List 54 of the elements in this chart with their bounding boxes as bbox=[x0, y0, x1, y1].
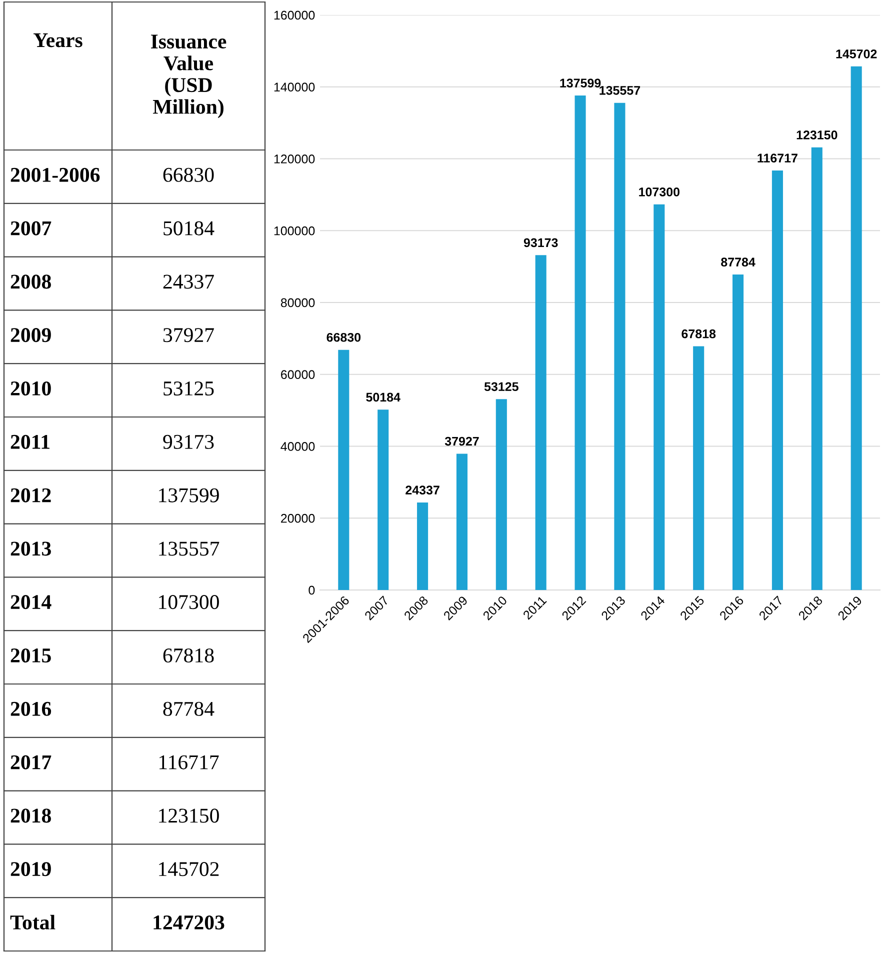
category-label: 2015 bbox=[10, 648, 51, 663]
text: 87784 bbox=[163, 702, 214, 716]
data-label: 67818 bbox=[682, 329, 716, 338]
y-tick-label: 0 bbox=[308, 586, 315, 595]
y-tick-label: 60000 bbox=[281, 370, 315, 380]
category-label: 2013 bbox=[10, 542, 51, 556]
y-tick-label: 40000 bbox=[280, 442, 315, 451]
data-label: 137599 bbox=[560, 78, 601, 88]
y-tick-label: 100000 bbox=[274, 226, 315, 236]
text: 116717 bbox=[159, 755, 219, 770]
text: 107300 bbox=[159, 595, 219, 610]
category-label: 2001-2006 bbox=[10, 168, 100, 182]
data-label: 37927 bbox=[444, 436, 479, 446]
category-label: 2010 bbox=[10, 381, 51, 396]
category-label: 2008 bbox=[10, 274, 51, 289]
category-label: 2009 bbox=[10, 328, 51, 342]
text: Total bbox=[10, 914, 56, 930]
data-label: 145702 bbox=[836, 50, 877, 58]
data-label: 53125 bbox=[484, 382, 518, 392]
y-tick-label: 80000 bbox=[280, 298, 315, 308]
data-label: 93173 bbox=[524, 238, 558, 248]
data-label: 116717 bbox=[758, 154, 798, 163]
y-tick-label: 20000 bbox=[281, 514, 315, 523]
text: 50184 bbox=[164, 221, 214, 236]
text: Issuance Value (USD Million) bbox=[151, 34, 226, 118]
text: Years bbox=[33, 33, 82, 48]
y-tick-label: 120000 bbox=[274, 154, 315, 164]
category-label: 2007 bbox=[10, 221, 52, 236]
category-label: 2019 bbox=[10, 862, 51, 876]
data-label: 123150 bbox=[796, 130, 838, 140]
data-label: 24337 bbox=[406, 486, 440, 495]
text: 135557 bbox=[159, 542, 220, 556]
data-label: 107300 bbox=[639, 188, 680, 196]
data-label: 135557 bbox=[600, 86, 640, 95]
text: 53125 bbox=[164, 382, 214, 396]
text: 37927 bbox=[163, 328, 214, 342]
category-label: 2018 bbox=[10, 808, 51, 823]
text: 145702 bbox=[159, 862, 219, 876]
text: 93173 bbox=[163, 434, 214, 449]
category-label: 2016 bbox=[10, 702, 52, 716]
data-label: 66830 bbox=[326, 332, 361, 342]
text: 66830 bbox=[163, 168, 214, 182]
text: 24337 bbox=[163, 274, 214, 289]
category-label: 2012 bbox=[10, 488, 51, 502]
category-label: 2011 bbox=[10, 434, 50, 449]
text: 1247203 bbox=[154, 915, 224, 930]
category-label: 2017 bbox=[10, 755, 52, 770]
y-tick-label: 160000 bbox=[274, 10, 315, 20]
text: 67818 bbox=[163, 648, 214, 663]
text: 123150 bbox=[159, 808, 219, 823]
data-label: 50184 bbox=[366, 392, 400, 402]
data-label: 87784 bbox=[721, 258, 756, 266]
text: 137599 bbox=[159, 488, 219, 502]
y-tick-label: 140000 bbox=[274, 82, 315, 92]
